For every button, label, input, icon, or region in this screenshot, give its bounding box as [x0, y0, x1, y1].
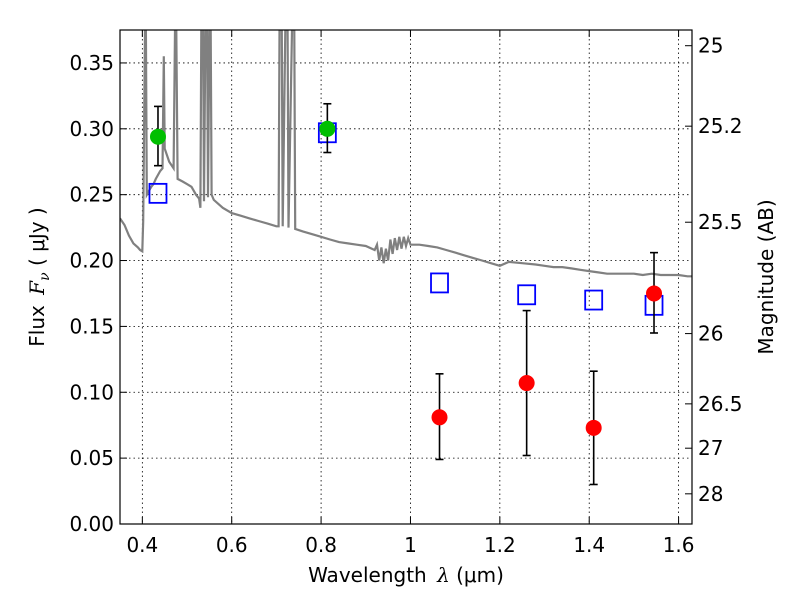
y-tick-label: 0.05: [69, 446, 114, 470]
y2-axis-ticks: 25 25.2 25.5 26 26.5 27 28: [685, 34, 743, 506]
y2-axis-title: Magnitude (AB): [754, 199, 778, 354]
detection-point: [585, 419, 602, 436]
x-tick-label: 0.6: [216, 533, 248, 557]
y-axis-title-prefix: Flux: [25, 299, 49, 347]
y-axis-title-subscript: ν: [37, 272, 53, 281]
y-tick-label: 0.10: [69, 380, 114, 404]
y-tick-label: 0.00: [69, 512, 114, 536]
y-axis-title-symbol: F: [25, 280, 49, 296]
x-axis-ticks: 0.4 0.6 0.8 1 1.2 1.4 1.6: [126, 30, 695, 557]
x-axis-title-prefix: Wavelength: [308, 563, 433, 587]
plot-content: [120, 30, 692, 486]
y-tick-label: 0.20: [69, 249, 114, 273]
y-tick-label: 0.15: [69, 314, 114, 338]
y2-tick-label: 27: [698, 436, 723, 460]
y-axis-ticks: 0.00 0.05 0.10 0.15 0.20 0.25 0.30 0.35: [69, 51, 127, 536]
y2-tick-label: 25.2: [698, 114, 743, 138]
y-tick-label: 0.30: [69, 117, 114, 141]
x-tick-label: 1.4: [573, 533, 605, 557]
x-axis-title: Wavelength λ (μm): [308, 563, 504, 587]
model-photometry-square: [430, 272, 449, 294]
y-axis-title: Flux Fν ( μJy ): [25, 207, 53, 346]
x-tick-label: 0.8: [305, 533, 337, 557]
y-axis-title-unit: ( μJy ): [25, 207, 49, 272]
y-tick-label: 0.25: [69, 183, 114, 207]
detection-point: [431, 409, 448, 426]
plot-frame: [119, 29, 693, 525]
detection-points: [149, 120, 663, 436]
model-photometry-square: [517, 284, 537, 306]
x-tick-label: 1.6: [663, 533, 695, 557]
detection-point: [149, 128, 166, 145]
y2-tick-label: 25: [698, 34, 723, 58]
model-photometry-square: [584, 289, 604, 311]
x-axis-title-unit: (μm): [450, 563, 504, 587]
y2-tick-label: 26.5: [698, 392, 743, 416]
plot-area: [120, 30, 692, 524]
y2-tick-label: 26: [698, 322, 723, 346]
x-tick-label: 0.4: [126, 533, 158, 557]
model-photometry-square: [148, 182, 168, 204]
detection-point: [646, 285, 663, 302]
y-tick-label: 0.35: [69, 51, 114, 75]
detection-point: [518, 375, 535, 392]
x-tick-label: 1.2: [484, 533, 516, 557]
model-photometry-squares: [148, 122, 664, 316]
y2-tick-label: 25.5: [698, 210, 743, 234]
x-tick-label: 1: [404, 533, 417, 557]
y2-tick-label: 28: [698, 482, 723, 506]
detection-point: [319, 120, 336, 137]
x-axis-title-symbol: λ: [436, 563, 450, 587]
